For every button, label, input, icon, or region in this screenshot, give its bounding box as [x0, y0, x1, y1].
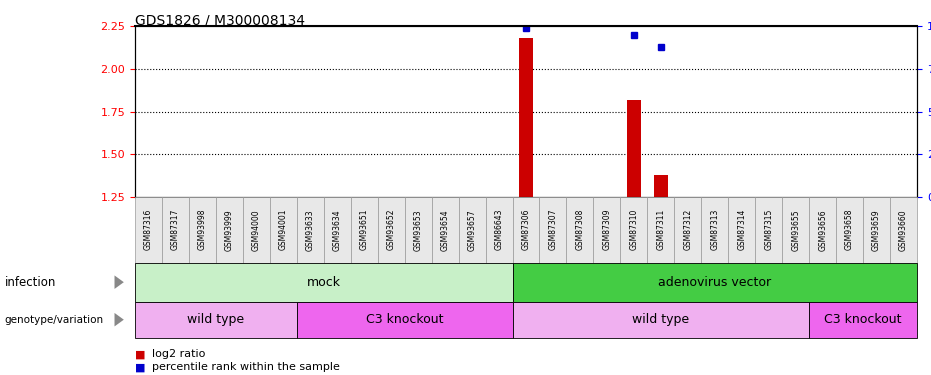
Text: GSM87309: GSM87309	[602, 209, 612, 251]
Text: GSM87311: GSM87311	[656, 209, 666, 251]
Text: infection: infection	[5, 276, 56, 289]
Text: GSM94001: GSM94001	[278, 209, 288, 251]
Text: GSM93659: GSM93659	[872, 209, 881, 251]
Text: percentile rank within the sample: percentile rank within the sample	[152, 363, 340, 372]
Text: GSM93634: GSM93634	[332, 209, 342, 251]
Text: GSM93654: GSM93654	[440, 209, 450, 251]
Text: GSM93999: GSM93999	[225, 209, 234, 251]
Text: GSM93653: GSM93653	[413, 209, 423, 251]
Text: mock: mock	[306, 276, 341, 289]
Text: GSM87316: GSM87316	[144, 209, 153, 251]
Text: log2 ratio: log2 ratio	[152, 350, 205, 359]
Text: GSM87310: GSM87310	[629, 209, 639, 251]
Text: genotype/variation: genotype/variation	[5, 315, 103, 325]
Text: GSM94000: GSM94000	[252, 209, 261, 251]
Text: GSM86643: GSM86643	[494, 209, 504, 251]
Text: ■: ■	[135, 363, 145, 372]
Text: GSM93633: GSM93633	[305, 209, 315, 251]
Text: GSM93660: GSM93660	[899, 209, 908, 251]
Text: GSM87317: GSM87317	[171, 209, 180, 251]
Text: GSM87307: GSM87307	[548, 209, 558, 251]
Text: GSM93658: GSM93658	[845, 209, 854, 251]
Text: C3 knockout: C3 knockout	[366, 313, 443, 326]
Text: GSM87308: GSM87308	[575, 209, 585, 251]
Text: GSM93657: GSM93657	[467, 209, 477, 251]
Text: wild type: wild type	[632, 313, 690, 326]
Text: GSM87313: GSM87313	[710, 209, 720, 251]
Text: GSM93652: GSM93652	[386, 209, 396, 251]
Text: adenovirus vector: adenovirus vector	[658, 276, 772, 289]
Text: wild type: wild type	[187, 313, 245, 326]
Text: GSM93656: GSM93656	[818, 209, 827, 251]
Text: GSM93651: GSM93651	[359, 209, 369, 251]
Text: GDS1826 / M300008134: GDS1826 / M300008134	[135, 13, 305, 27]
Bar	[627, 100, 641, 197]
Text: GSM93655: GSM93655	[791, 209, 800, 251]
Text: GSM93998: GSM93998	[198, 209, 207, 251]
Bar	[654, 175, 668, 197]
Text: GSM87306: GSM87306	[521, 209, 531, 251]
Text: ■: ■	[135, 350, 145, 359]
Bar	[519, 38, 533, 197]
Text: C3 knockout: C3 knockout	[824, 313, 902, 326]
Text: GSM87314: GSM87314	[737, 209, 747, 251]
Text: GSM87312: GSM87312	[683, 209, 693, 251]
Text: GSM87315: GSM87315	[764, 209, 774, 251]
